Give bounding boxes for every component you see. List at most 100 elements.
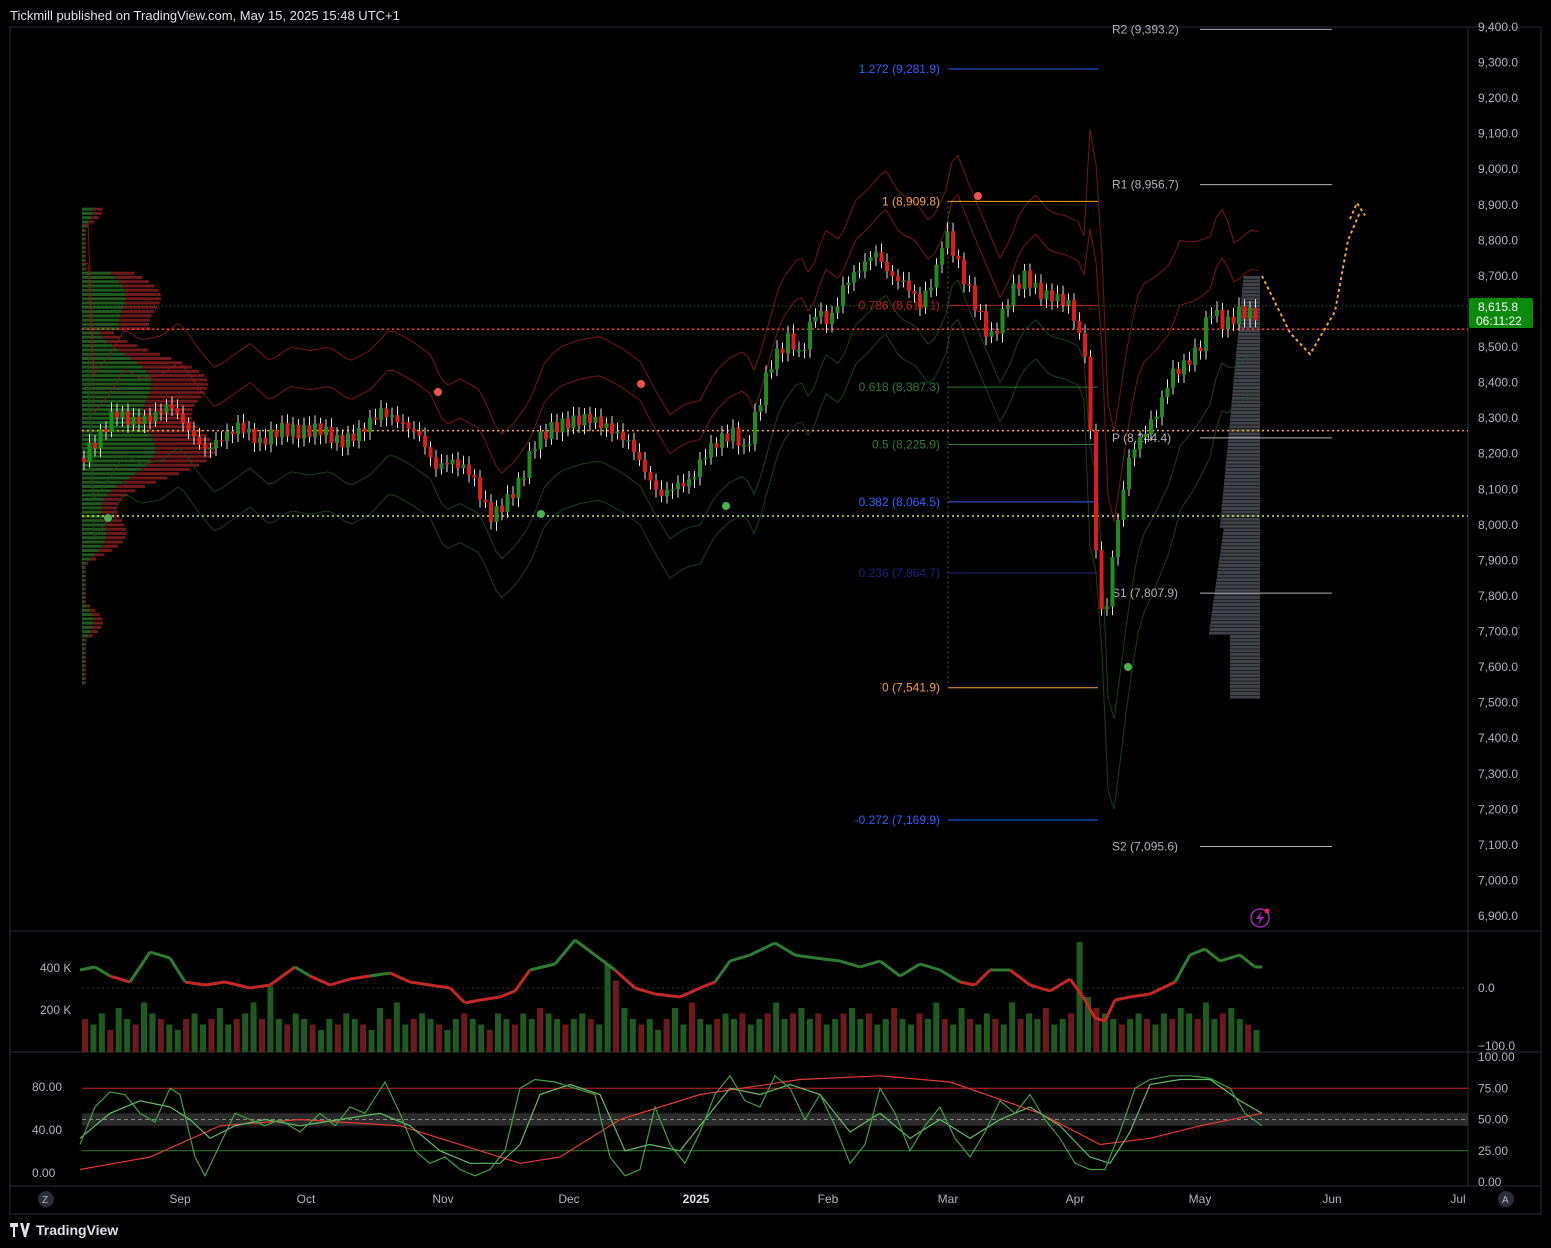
candle-body: [725, 433, 730, 442]
volume-profile-bar: [82, 408, 143, 412]
volume-profile-bar: [84, 655, 86, 659]
candle-body: [555, 422, 559, 433]
volume-profile-bar: [84, 647, 86, 651]
a-button[interactable]: A: [1498, 1191, 1514, 1207]
candle-body: [137, 416, 141, 425]
volume-profile-bar: [82, 467, 142, 471]
price-tick-label: 7,000.0: [1478, 873, 1518, 887]
candle-body: [1099, 550, 1104, 610]
candle-body: [412, 428, 416, 432]
publisher-header: Tickmill published on TradingView.com, M…: [10, 8, 400, 23]
volume-bar: [958, 1008, 965, 1052]
volume-profile-bar: [149, 374, 205, 378]
signal-dot: [537, 510, 545, 518]
session-profile-bar: [1221, 546, 1260, 550]
candle-body: [698, 459, 702, 478]
session-profile-bar: [1227, 443, 1260, 447]
volume-profile-bar: [101, 506, 118, 510]
volume-bar: [781, 1019, 788, 1052]
session-profile-bar: [1235, 361, 1260, 365]
oscillator-segment: [713, 960, 732, 983]
volume-bar: [747, 1024, 754, 1052]
volume-profile-bar: [102, 502, 119, 506]
candle-body: [1198, 347, 1203, 352]
volume-profile-bar: [118, 322, 150, 326]
volume-profile-bar: [82, 489, 112, 493]
volume-bar: [1042, 1008, 1049, 1052]
volume-profile-bar: [82, 574, 85, 578]
oscillator-segment: [899, 962, 921, 978]
stochastic-trend-line: [79, 1075, 1263, 1171]
volume-profile-bar: [82, 570, 85, 574]
session-profile-bar: [1233, 382, 1260, 386]
volume-bar: [82, 1019, 88, 1052]
candle-body: [797, 349, 801, 352]
volume-bar: [1000, 1024, 1007, 1052]
price-axis[interactable]: 9,400.0 9,300.0 9,200.0 9,100.0 9,000.0 8,900…: [1478, 20, 1518, 923]
volume-bar: [233, 1019, 240, 1052]
volume-bar: [267, 986, 274, 1052]
oscillator-segment: [839, 959, 861, 969]
candle-body: [626, 440, 631, 442]
candle-body: [907, 280, 911, 291]
volume-profile-bar: [148, 429, 203, 433]
candle-body: [98, 429, 103, 449]
volume-bar: [528, 1019, 535, 1052]
volume-bar: [731, 1019, 737, 1052]
volume-bar: [1160, 1013, 1167, 1052]
volume-profile-bar: [82, 506, 102, 510]
time-tick-label: Feb: [818, 1192, 839, 1206]
candle-body: [142, 415, 147, 425]
volume-profile-bar: [82, 480, 123, 484]
volume-profile-bar: [104, 540, 123, 544]
price-tick-label: 8,000.0: [1478, 518, 1518, 532]
volume-bar: [351, 1019, 358, 1052]
oscillator-segment: [389, 971, 411, 984]
lightning-icon[interactable]: [1250, 908, 1270, 928]
candle-body: [945, 231, 950, 249]
candle-body: [472, 474, 477, 478]
candle-body: [599, 416, 603, 429]
volume-bar: [410, 1019, 417, 1052]
tradingview-branding[interactable]: TradingView: [10, 1222, 118, 1238]
volume-bar: [1068, 1013, 1075, 1052]
volume-bar: [503, 1019, 510, 1052]
volume-bar: [983, 1013, 990, 1052]
session-profile-bar: [1230, 652, 1260, 656]
volume-profile-bar: [146, 369, 200, 373]
volume-profile-bar: [106, 527, 126, 531]
volume-bar: [697, 1019, 704, 1052]
candle-body: [1204, 317, 1208, 352]
candlestick-series: [82, 222, 1258, 616]
session-profile-bar: [1210, 624, 1260, 628]
signal-dot: [974, 192, 982, 200]
time-axis[interactable]: Sep Oct Nov Dec 2025 Feb Mar Apr May Jun Jul: [169, 1192, 1465, 1206]
bollinger-bands: [82, 128, 1259, 810]
candle-body: [357, 428, 361, 441]
candle-body: [956, 255, 961, 260]
volume-profile-bar: [84, 241, 86, 245]
candle-body: [791, 333, 796, 350]
volume-bar: [865, 1013, 872, 1052]
z-button[interactable]: Z: [38, 1191, 54, 1207]
session-profile-bar: [1221, 514, 1260, 518]
volume-profile-bar: [107, 493, 128, 497]
candle-body: [395, 415, 400, 423]
session-profile-bar: [1230, 659, 1260, 663]
session-profile-bar: [1219, 556, 1260, 560]
volume-bar: [115, 1008, 122, 1052]
volume-profile-bar: [82, 429, 149, 433]
candle-body: [252, 428, 257, 444]
price-tick-label: 7,500.0: [1478, 696, 1518, 710]
volume-profile-bar: [82, 318, 120, 322]
volume-profile-bar: [82, 314, 121, 318]
oscillator-segment: [1029, 983, 1051, 993]
volume-profile-bar: [155, 446, 216, 450]
volume-bar: [739, 1013, 746, 1052]
session-profile-bar: [1233, 386, 1260, 390]
candle-body: [973, 285, 977, 311]
volume-profile-bar: [131, 356, 172, 360]
volume-profile-bar: [135, 472, 180, 476]
candle-body: [808, 321, 812, 350]
